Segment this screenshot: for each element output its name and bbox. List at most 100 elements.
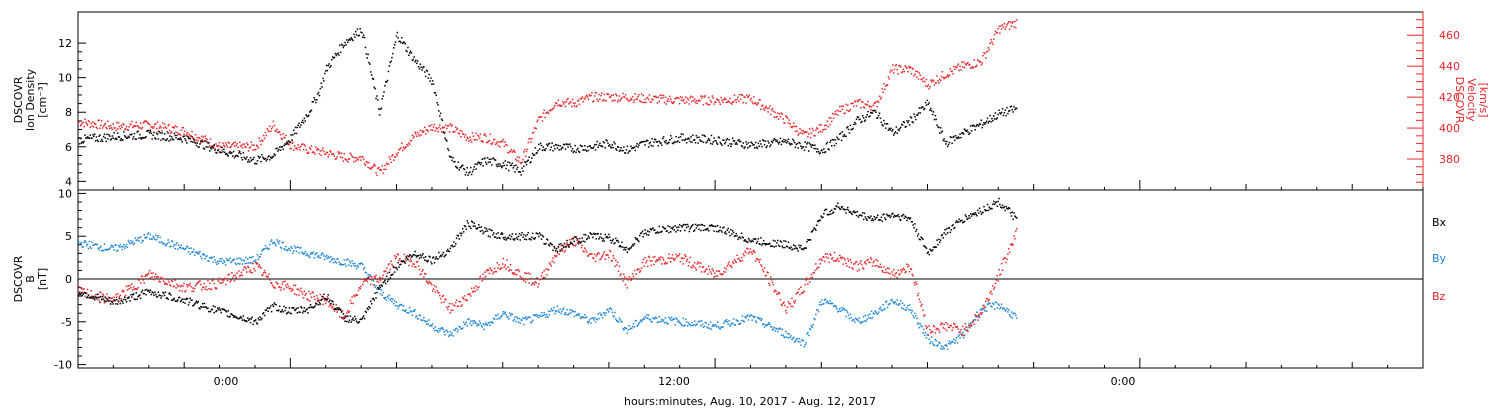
bx-point <box>357 322 360 324</box>
ion-density-point <box>691 141 693 143</box>
bx-point <box>506 237 508 240</box>
velocity-point <box>918 72 921 74</box>
by-point <box>631 325 634 328</box>
bx-point <box>283 305 285 308</box>
by-point <box>317 254 320 257</box>
ion-density-point <box>877 114 880 117</box>
bx-point <box>220 311 222 314</box>
ion-density-point <box>207 146 209 148</box>
ion-density-point <box>211 145 214 147</box>
by-point <box>146 236 148 238</box>
bz-point <box>866 259 868 261</box>
velocity-point <box>631 96 634 98</box>
by-point <box>812 323 814 326</box>
ion-density-point <box>726 138 729 140</box>
bz-point <box>675 253 677 256</box>
ion-density-point <box>688 138 691 140</box>
bz-point <box>779 299 782 301</box>
bz-point <box>827 257 829 259</box>
by-point <box>213 256 215 258</box>
bx-point <box>205 306 207 308</box>
bz-point <box>573 236 575 238</box>
velocity-point <box>353 161 355 163</box>
bx-point <box>131 296 133 298</box>
velocity-point <box>720 96 722 99</box>
velocity-point <box>469 136 471 138</box>
by-point <box>708 327 711 330</box>
by-point <box>1002 307 1005 309</box>
by-point <box>274 243 276 245</box>
velocity-point <box>209 145 211 147</box>
velocity-point <box>878 95 881 97</box>
ion-density-point <box>540 144 543 147</box>
by-point <box>835 306 837 308</box>
by-point <box>953 338 955 340</box>
bz-point <box>254 270 256 272</box>
ion-density-point <box>343 44 345 47</box>
velocity-point <box>852 102 854 105</box>
bx-point <box>133 298 136 300</box>
ion-density-point <box>161 132 163 134</box>
bz-point <box>179 285 182 288</box>
ion-density-point <box>884 123 886 125</box>
velocity-point <box>177 132 179 134</box>
velocity-point <box>888 78 890 80</box>
by-point <box>989 302 991 304</box>
bz-point <box>626 287 629 289</box>
by-point <box>709 321 712 323</box>
ion-density-point <box>637 146 639 148</box>
velocity-point <box>425 129 428 131</box>
bx-point <box>216 307 219 309</box>
by-point <box>289 249 291 252</box>
by-point <box>586 321 589 323</box>
bx-point <box>330 302 332 305</box>
bz-point <box>641 261 644 264</box>
ion-density-point <box>365 53 368 55</box>
bz-point <box>126 289 129 291</box>
bz-point <box>823 260 826 263</box>
bz-point <box>529 273 531 275</box>
by-point <box>724 320 727 323</box>
bx-point <box>512 238 514 240</box>
bx-point <box>379 286 382 289</box>
bz-point <box>571 237 574 239</box>
velocity-point <box>91 125 93 127</box>
velocity-point <box>721 99 723 101</box>
velocity-point <box>642 94 644 97</box>
bz-point <box>928 325 930 327</box>
ion-density-point <box>802 146 805 148</box>
velocity-point <box>314 153 316 155</box>
ion-density-point <box>801 146 804 148</box>
velocity-point <box>872 104 875 107</box>
by-point <box>295 250 298 253</box>
by-point <box>738 323 740 325</box>
by-point <box>793 336 795 339</box>
velocity-point <box>866 103 868 106</box>
bz-point <box>494 270 497 273</box>
bz-point <box>165 283 168 285</box>
by-point <box>549 310 552 313</box>
bz-point <box>372 284 375 286</box>
bz-point <box>984 306 986 309</box>
bz-point <box>167 279 169 281</box>
bx-point <box>588 237 591 239</box>
velocity-point <box>294 147 297 150</box>
ion-density-point <box>215 151 217 154</box>
bz-point <box>623 273 625 276</box>
ion-density-point <box>1016 107 1018 110</box>
velocity-point <box>352 156 354 158</box>
bx-point <box>289 312 291 314</box>
bx-point <box>398 266 400 268</box>
velocity-point <box>731 103 733 105</box>
velocity-point <box>98 119 100 121</box>
bz-point <box>739 260 742 263</box>
velocity-point <box>365 160 368 163</box>
velocity-point <box>966 62 968 65</box>
bx-point <box>246 320 248 323</box>
by-point <box>525 318 528 321</box>
bx-point <box>493 236 496 238</box>
bz-point <box>333 310 336 312</box>
ion-density-point <box>788 142 790 144</box>
ion-density-point <box>844 135 846 138</box>
by-point <box>941 348 944 350</box>
